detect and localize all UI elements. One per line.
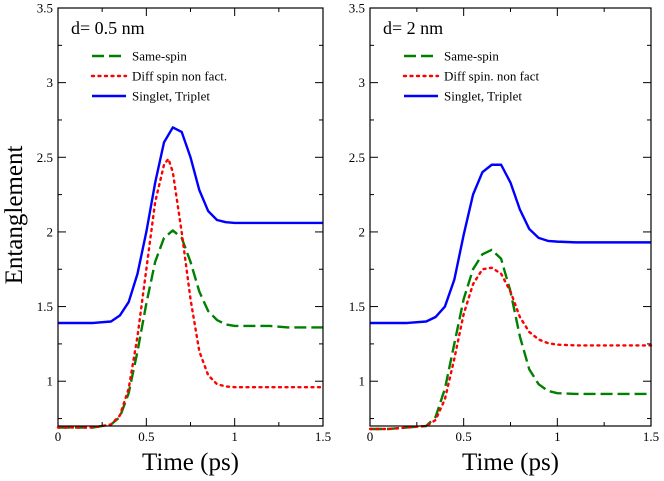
panel-1-y-tick-label: 2 — [47, 224, 54, 239]
panel-2-y-tick-label: 3.5 — [349, 1, 365, 16]
panel-1-y-tick-label: 3.5 — [37, 1, 53, 16]
panel-1-series-line-2 — [56, 157, 325, 429]
panel-2-legend-label-1: Same-spin — [444, 49, 499, 64]
panel-2-panel-label: d= 2 nm — [383, 18, 443, 38]
panel-2-x-tick-label: 0 — [367, 429, 374, 444]
panel-1-x-axis-title: Time (ps) — [142, 449, 239, 476]
panel-2-legend-label-2: Diff spin. non fact — [444, 69, 539, 84]
panel-2-x-tick-label: 1 — [554, 429, 561, 444]
panel-1-legend-label-2: Diff spin non fact. — [132, 69, 227, 84]
panel-1-legend-label-3: Singlet, Triplet — [132, 89, 210, 104]
panel-1-panel-label: d= 0.5 nm — [71, 18, 145, 38]
panel-1-x-tick-label: 1 — [231, 429, 238, 444]
panel-1-x-tick-label: 0.5 — [138, 429, 154, 444]
panel-1-series-line-3 — [58, 126, 323, 325]
y-axis-title: Entanglement — [1, 146, 28, 285]
panel-2-x-tick-label: 1.5 — [643, 429, 659, 444]
panel-2-y-tick-label: 3 — [359, 75, 366, 90]
panel-1-y-tick-label: 1.5 — [37, 299, 53, 314]
panel-1-y-tick-label: 3 — [47, 75, 54, 90]
panel-1-legend-label-1: Same-spin — [132, 49, 187, 64]
panel-2-x-tick-label: 0.5 — [456, 429, 472, 444]
panel-2-legend-label-3: Singlet, Triplet — [444, 89, 522, 104]
panel-2-y-tick-label: 1 — [359, 374, 366, 389]
panel-2-y-tick-label: 1.5 — [349, 299, 365, 314]
panel-1-series-line-1 — [58, 229, 323, 429]
panel-2-series-line-3 — [370, 163, 651, 325]
panel-2-x-axis-title: Time (ps) — [462, 449, 559, 476]
panel-1-y-tick-label: 1 — [47, 374, 54, 389]
panel-2-y-tick-label: 2 — [359, 224, 366, 239]
panel-2-series-line-2 — [368, 266, 653, 431]
panel-2-y-tick-label: 2.5 — [349, 150, 365, 165]
panel-2-series-line-1 — [370, 248, 651, 431]
panel-1-x-tick-label: 1.5 — [315, 429, 331, 444]
panel-1-y-tick-label: 2.5 — [37, 150, 53, 165]
panel-1-x-tick-label: 0 — [55, 429, 62, 444]
